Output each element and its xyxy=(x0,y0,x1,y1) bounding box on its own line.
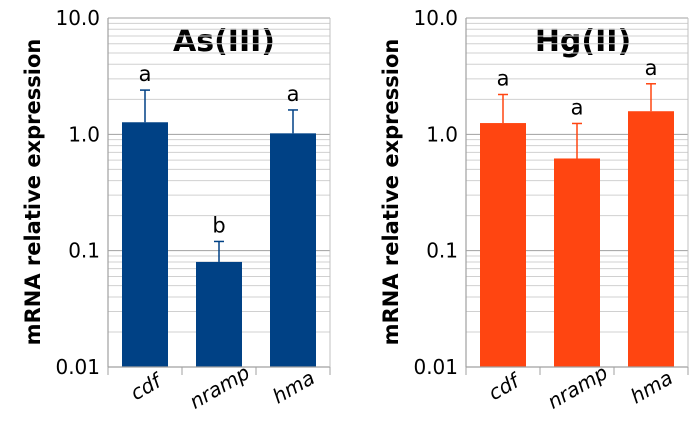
x-tick-label: nramp xyxy=(185,360,254,413)
significance-label: a xyxy=(571,95,584,119)
significance-label: a xyxy=(139,62,152,86)
y-tick-label: 0.01 xyxy=(55,355,100,379)
x-tick-label: cdf xyxy=(126,367,167,405)
y-tick-label: 0.1 xyxy=(68,239,100,263)
significance-label: a xyxy=(645,56,658,80)
bar xyxy=(270,133,316,367)
y-tick-label: 1.0 xyxy=(68,122,100,146)
significance-label: a xyxy=(287,82,300,106)
y-tick-label: 10.0 xyxy=(413,6,458,30)
significance-label: b xyxy=(212,213,225,237)
y-tick-label: 1.0 xyxy=(426,122,458,146)
y-tick-label: 0.1 xyxy=(426,239,458,263)
y-tick-label: 0.01 xyxy=(413,355,458,379)
y-axis-label: mRNA relative expression xyxy=(21,39,45,346)
x-tick-label: nramp xyxy=(543,360,612,413)
bar xyxy=(628,111,674,367)
y-axis-label: mRNA relative expression xyxy=(379,39,403,346)
x-tick-label: hma xyxy=(626,365,676,408)
bar xyxy=(196,261,242,367)
x-tick-label: hma xyxy=(268,365,318,408)
bar xyxy=(554,158,600,367)
panel-hg-ii: mRNA relative expression Hg(II) 10.01.00… xyxy=(379,6,689,414)
panel-as-iii: mRNA relative expression As(III) 10.01.0… xyxy=(21,6,331,414)
bar xyxy=(480,123,526,367)
x-tick-label: cdf xyxy=(484,367,525,405)
y-tick-label: 10.0 xyxy=(55,6,100,30)
bar xyxy=(122,122,168,367)
significance-label: a xyxy=(497,66,510,90)
